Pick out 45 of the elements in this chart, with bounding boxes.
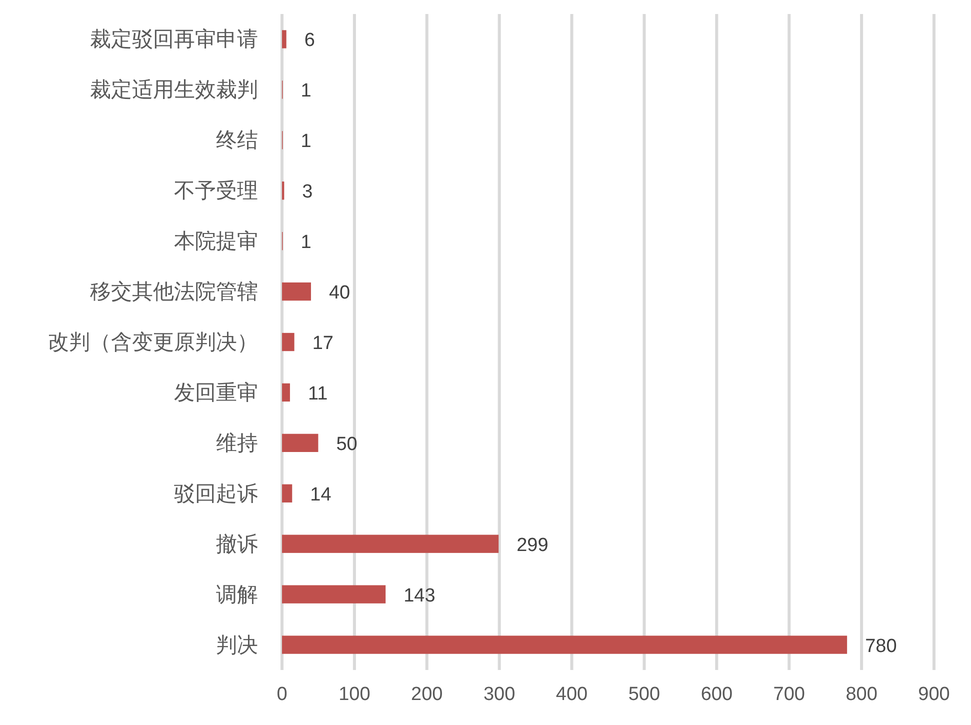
data-label: 17 — [312, 333, 334, 354]
bar — [282, 636, 848, 654]
data-label: 3 — [302, 182, 313, 203]
data-label: 143 — [404, 585, 436, 606]
x-tick-label: 700 — [773, 684, 805, 705]
y-tick-label: 撤诉 — [216, 532, 258, 556]
data-label: 50 — [336, 434, 358, 455]
x-tick-label: 600 — [700, 684, 733, 705]
y-tick-label: 改判（含变更原判决） — [48, 331, 258, 354]
x-tick-label: 0 — [276, 684, 288, 705]
x-tick-label: 300 — [483, 684, 516, 705]
x-tick-label: 200 — [411, 684, 443, 705]
x-tick-label: 500 — [628, 684, 660, 705]
y-tick-label: 移交其他法院管辖 — [90, 280, 258, 304]
x-tick-label: 100 — [338, 684, 370, 705]
bar — [282, 332, 294, 352]
y-tick-label: 裁定驳回再审申请 — [90, 28, 258, 52]
bar — [282, 585, 386, 604]
bar — [282, 484, 292, 502]
y-tick-label: 本院提审 — [174, 230, 258, 254]
bar — [282, 30, 286, 48]
data-label: 1 — [300, 232, 312, 254]
y-tick-label: 维持 — [216, 432, 258, 455]
data-label: 1 — [300, 80, 312, 102]
y-tick-label: 判决 — [216, 634, 258, 657]
bar — [282, 383, 290, 402]
x-tick-label: 900 — [918, 684, 950, 705]
data-label: 780 — [865, 636, 897, 657]
data-label: 40 — [328, 282, 350, 304]
data-label: 1 — [300, 131, 312, 152]
data-label: 11 — [308, 383, 328, 404]
bar — [282, 434, 318, 452]
y-tick-label: 不予受理 — [174, 180, 258, 203]
data-label: 14 — [310, 484, 332, 506]
y-tick-label: 驳回起诉 — [174, 482, 258, 506]
data-label: 6 — [304, 30, 315, 52]
data-label: 299 — [516, 534, 548, 556]
bar — [282, 534, 499, 553]
y-tick-label: 裁定适用生效裁判 — [90, 78, 258, 102]
y-tick-label: 终结 — [216, 129, 258, 152]
bar — [282, 282, 311, 301]
y-tick-label: 发回重审 — [174, 381, 258, 404]
x-tick-label: 800 — [846, 684, 878, 705]
x-tick-label: 400 — [556, 684, 588, 705]
y-tick-label: 调解 — [216, 583, 258, 606]
